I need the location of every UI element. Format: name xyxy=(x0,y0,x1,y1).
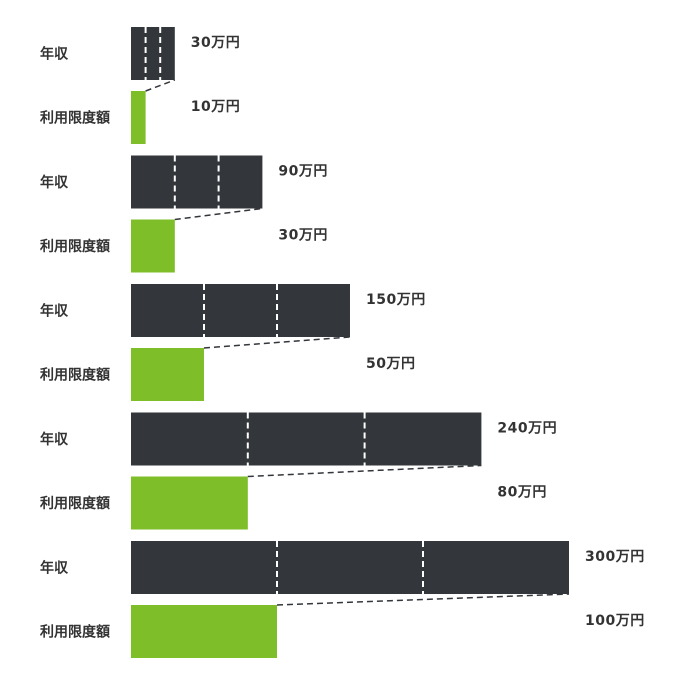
limit-row-label: 利用限度額 xyxy=(40,367,110,384)
limit-value-label: 30万円 xyxy=(278,228,327,244)
income-bar xyxy=(131,541,569,594)
income-value-label: 240万円 xyxy=(497,421,557,437)
limit-value-label: 50万円 xyxy=(366,356,415,372)
limit-row-label: 利用限度額 xyxy=(40,110,110,127)
income-row-label: 年収 xyxy=(40,560,69,577)
limit-bar xyxy=(131,476,248,530)
limit-row-label: 利用限度額 xyxy=(40,238,110,255)
ratio-connector-line xyxy=(247,464,482,478)
ratio-connector-line xyxy=(276,593,570,606)
income-row-label: 年収 xyxy=(40,431,69,448)
income-value-label: 90万円 xyxy=(278,164,327,180)
limit-row-label: 利用限度額 xyxy=(40,624,110,641)
limit-bar xyxy=(131,605,277,658)
income-row-label: 年収 xyxy=(40,46,69,63)
limit-bar xyxy=(131,348,204,401)
limit-bar xyxy=(131,91,146,144)
ratio-connector-line xyxy=(145,79,176,92)
income-row-label: 年収 xyxy=(40,174,69,191)
income-bar xyxy=(131,27,175,80)
income-row-label: 年収 xyxy=(40,303,69,320)
limit-row-label: 利用限度額 xyxy=(40,495,110,512)
limit-value-label: 80万円 xyxy=(497,485,546,501)
income-bar xyxy=(131,155,263,209)
limit-value-label: 10万円 xyxy=(191,99,240,115)
income-bar xyxy=(131,412,482,466)
ratio-connector-line xyxy=(174,207,263,221)
income-bar xyxy=(131,284,350,337)
limit-value-label: 100万円 xyxy=(585,613,645,629)
income-value-label: 300万円 xyxy=(585,549,645,565)
limit-bar xyxy=(131,219,175,273)
income-value-label: 150万円 xyxy=(366,292,426,308)
ratio-connector-line xyxy=(203,336,351,349)
income-value-label: 30万円 xyxy=(191,35,240,51)
